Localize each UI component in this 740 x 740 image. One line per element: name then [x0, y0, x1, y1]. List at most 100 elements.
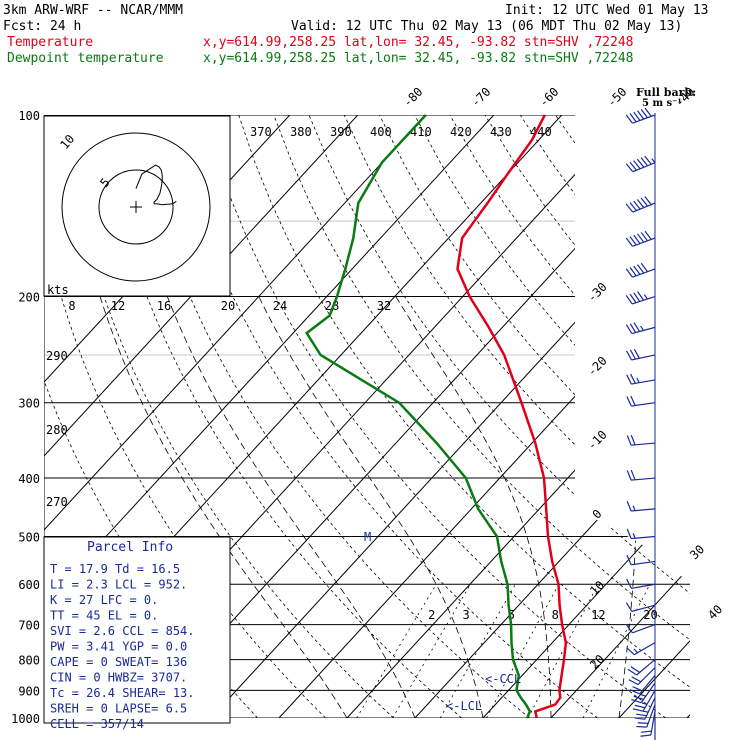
- isotherm-label--50: -50: [604, 85, 629, 110]
- wind-barb-250: [625, 348, 656, 361]
- wind-barb-950: [636, 704, 656, 728]
- hodograph-inset: 5 10 kts: [43, 115, 231, 297]
- temperature-profile: [456, 114, 568, 719]
- wind-barb-shaft: [631, 560, 656, 566]
- theta-label-370: 370: [250, 125, 272, 139]
- wind-barb-full: [626, 555, 632, 566]
- wind-barb-800: [627, 659, 656, 676]
- wind-barb-full: [644, 107, 652, 117]
- mixing-line-2: [356, 583, 437, 718]
- pressure-label-700: 700: [18, 619, 40, 633]
- isotherm-10: [482, 115, 690, 718]
- wind-barb-full: [626, 396, 632, 407]
- wind-barb-full: [629, 689, 640, 695]
- isotherm-label-30: 30: [687, 542, 707, 562]
- mixing-ratio-lines: [356, 583, 651, 718]
- wind-barb-full: [632, 686, 643, 692]
- wind-barb-half: [640, 693, 647, 697]
- wind-barb-full: [629, 349, 636, 360]
- wind-barb-full: [637, 722, 649, 724]
- moist-adiabat--10: [99, 296, 348, 718]
- forecast-hour: Fcst: 24 h: [3, 19, 81, 34]
- wind-barb-full: [625, 624, 633, 634]
- wind-barb-full: [629, 113, 637, 123]
- hodograph-ring-20: [61, 132, 211, 282]
- isotherm-label-0: 0: [590, 507, 605, 522]
- isotherm--10: [346, 115, 690, 718]
- isotherm-40: [686, 115, 690, 718]
- parcel-info-panel: Parcel Info T = 17.9 Td = 16.5 LI = 2.3 L…: [43, 536, 231, 731]
- mixing-label-20: 20: [643, 608, 657, 622]
- wind-barb-120: [625, 155, 656, 173]
- wind-barb-600: [626, 578, 656, 589]
- parcel-info-row: Tc = 26.4 SHEAR= 13.: [50, 686, 195, 700]
- wind-barb-half: [632, 505, 636, 511]
- wind-barb-full: [637, 291, 645, 301]
- wind-barb-200: [625, 291, 656, 305]
- dewpoint-profile: [305, 114, 532, 719]
- wind-barb-column: [625, 107, 656, 740]
- wind-barb-full: [637, 110, 645, 120]
- speed-axis-labels: 8 12 16 20 24 28 32: [68, 299, 391, 313]
- wind-barb-full: [640, 262, 648, 273]
- wind-barb-full: [626, 501, 632, 512]
- isotherm-label--30: -30: [585, 280, 610, 305]
- wind-barb-875: [631, 682, 656, 704]
- wind-barb-975: [640, 711, 656, 737]
- dry-adiabat-290: [132, 115, 530, 718]
- wind-barb-full: [631, 676, 642, 683]
- dry-adiabat-320: [238, 115, 690, 718]
- dry-adiabat-450: [696, 115, 740, 718]
- wind-barb-full: [637, 264, 645, 274]
- theta-label-390: 390: [330, 125, 352, 139]
- speed-label-12: 12: [111, 299, 125, 313]
- dry-adiabat-440: [660, 115, 690, 718]
- theta-left-label-290: 290: [46, 349, 68, 363]
- pressure-label-300: 300: [18, 397, 40, 411]
- wind-barb-full: [627, 668, 637, 676]
- wind-barb-full: [629, 323, 637, 333]
- mixing-line-3: [392, 583, 471, 718]
- wind-barb-full: [632, 708, 644, 712]
- speed-label-8: 8: [68, 299, 75, 313]
- wind-barb-300: [626, 395, 656, 407]
- wind-barb-full: [640, 109, 648, 119]
- isotherm--20: [278, 115, 690, 718]
- wind-barb-half: [632, 533, 636, 539]
- wind-barb-100: [625, 107, 656, 124]
- wind-barb-full: [633, 111, 641, 121]
- valid-time: Valid: 12 UTC Thu 02 May 13 (06 MDT Thu …: [291, 19, 682, 34]
- temperature-location: x,y=614.99,258.25 lat,lon= 32.45, -93.82…: [203, 35, 633, 50]
- dewpoint-location: x,y=614.99,258.25 lat,lon= 32.45, -93.82…: [203, 51, 633, 66]
- wind-barb-full: [640, 734, 651, 737]
- theta-label-400: 400: [370, 125, 392, 139]
- mixing-line-8: [486, 584, 560, 718]
- parcel-info-row: T = 17.9 Td = 16.5: [50, 562, 180, 576]
- wind-barb-full: [644, 230, 652, 240]
- wind-barb-half: [643, 294, 648, 300]
- thermo-background: [44, 115, 740, 718]
- parcel-info-row: CIN = 0 HWBZ= 3707.: [50, 671, 187, 685]
- isotherm--30: [210, 115, 690, 718]
- wind-barb-550: [626, 555, 656, 566]
- theta-left-label-280: 280: [46, 423, 68, 437]
- dry-adiabat-420: [590, 115, 690, 718]
- isotherm-label--80: -80: [400, 85, 425, 110]
- dry-adiabat-360: [379, 115, 690, 718]
- wind-barb-full: [633, 200, 641, 210]
- wind-barb-full: [629, 293, 637, 304]
- barb-legend-value: 5 m s⁻¹: [642, 98, 682, 109]
- wind-barb-full: [633, 265, 641, 275]
- wind-barb-full: [626, 435, 632, 446]
- hodograph-ring-10: [98, 169, 174, 245]
- wind-barb-350: [626, 434, 656, 446]
- wind-barb-full: [633, 348, 640, 359]
- speed-label-16: 16: [157, 299, 171, 313]
- wind-barb-full: [630, 469, 636, 481]
- parcel-info-row: SREH = 0 LAPSE= 6.5: [50, 702, 187, 716]
- wind-barb-half: [642, 710, 649, 713]
- wind-barb-half: [651, 158, 656, 164]
- isotherm-label--20: -20: [585, 354, 610, 379]
- wind-barb-full: [633, 160, 641, 170]
